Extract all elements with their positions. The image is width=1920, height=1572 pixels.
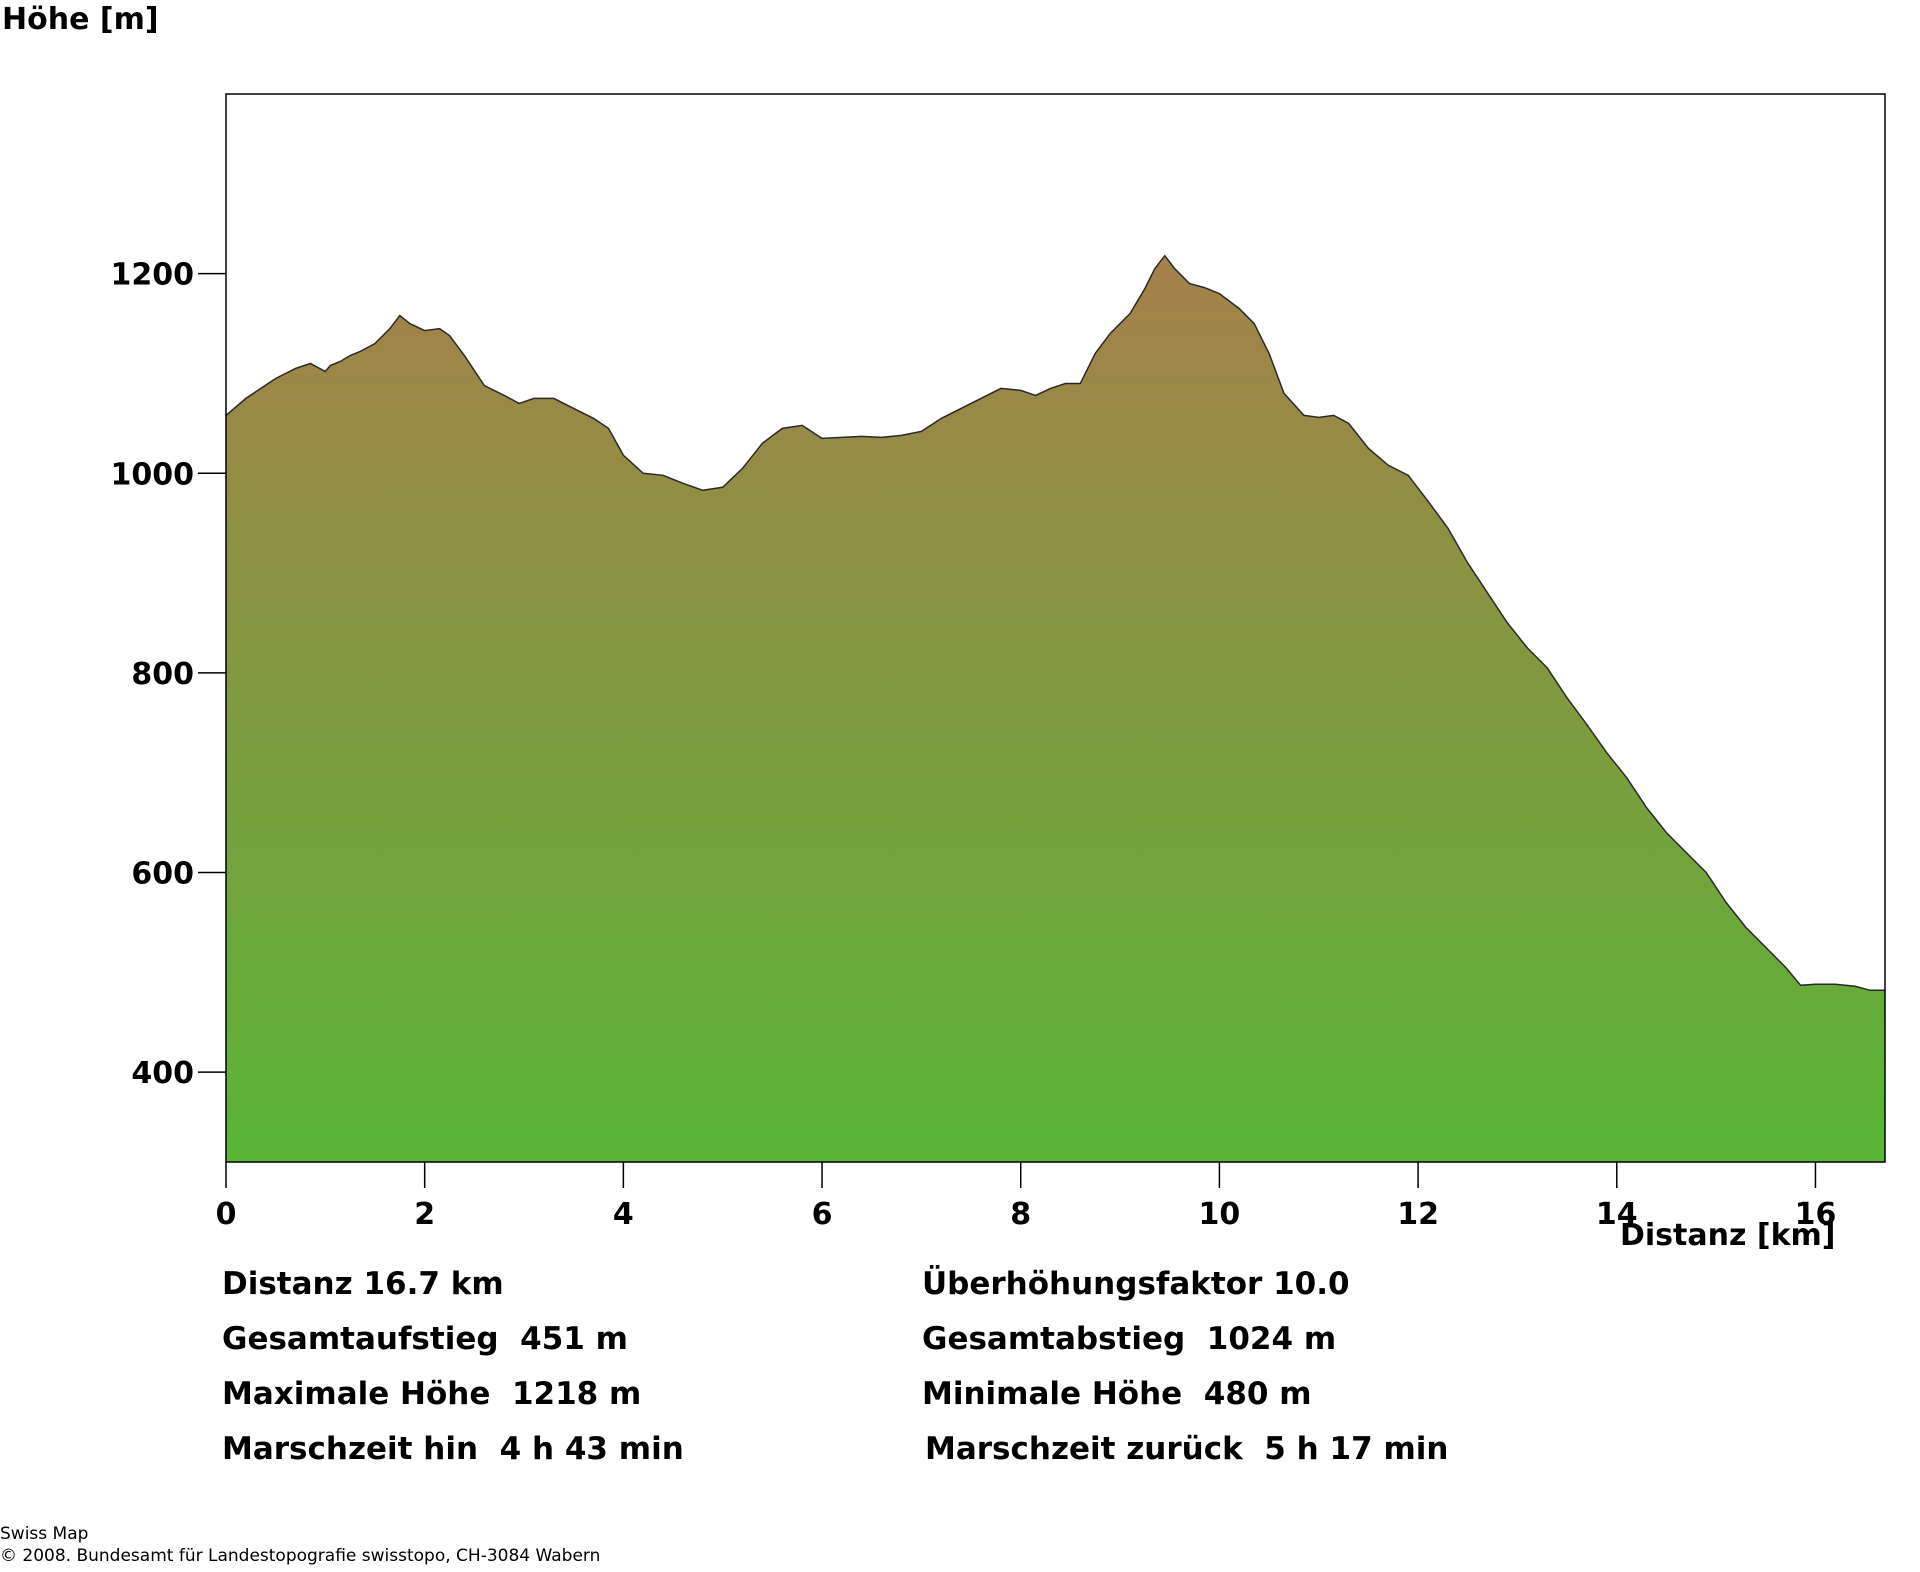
x-tick-label: 12 [1397,1197,1439,1232]
x-tick-label: 0 [216,1197,237,1232]
x-axis-label: Distanz [km] [1620,1218,1836,1253]
stat-marschzeit-hin: Marschzeit hin 4 h 43 min [222,1431,684,1467]
elevation-area [226,255,1885,1162]
x-tick-label: 14 [1596,1197,1638,1232]
x-tick-label: 4 [613,1197,634,1232]
x-tick-label: 10 [1199,1197,1241,1232]
x-tick-label: 8 [1010,1197,1031,1232]
stat-maximale-hoehe: Maximale Höhe 1218 m [222,1376,642,1412]
plot-frame [225,93,1886,1163]
stat-distanz: Distanz 16.7 km [222,1266,504,1302]
y-tick-label: 400 [131,1056,194,1091]
y-tick-label: 1200 [111,258,195,293]
footer-copyright: © 2008. Bundesamt für Landestopografie s… [0,1546,601,1566]
y-axis-label: Höhe [m] [2,2,159,37]
stat-gesamtaufstieg: Gesamtaufstieg 451 m [222,1321,628,1357]
y-tick-label: 600 [131,857,194,892]
x-tick-label: 2 [414,1197,435,1232]
stat-ueberhoehungsfaktor: Überhöhungsfaktor 10.0 [922,1266,1350,1302]
x-tick-label: 16 [1795,1197,1837,1232]
y-tick-label: 800 [131,657,194,692]
stat-marschzeit-zurueck: Marschzeit zurück 5 h 17 min [925,1431,1449,1467]
x-tick-label: 6 [812,1197,833,1232]
y-axis: 400 600 800 1000 1200 [111,258,226,1091]
stat-gesamtabstieg: Gesamtabstieg 1024 m [922,1321,1337,1357]
footer-swiss-map: Swiss Map [0,1524,89,1544]
x-axis: 0 2 4 6 8 10 12 14 16 [216,1162,1837,1232]
elevation-line [225,254,1885,992]
y-tick-label: 1000 [111,457,195,492]
stat-minimale-hoehe: Minimale Höhe 480 m [922,1376,1312,1412]
